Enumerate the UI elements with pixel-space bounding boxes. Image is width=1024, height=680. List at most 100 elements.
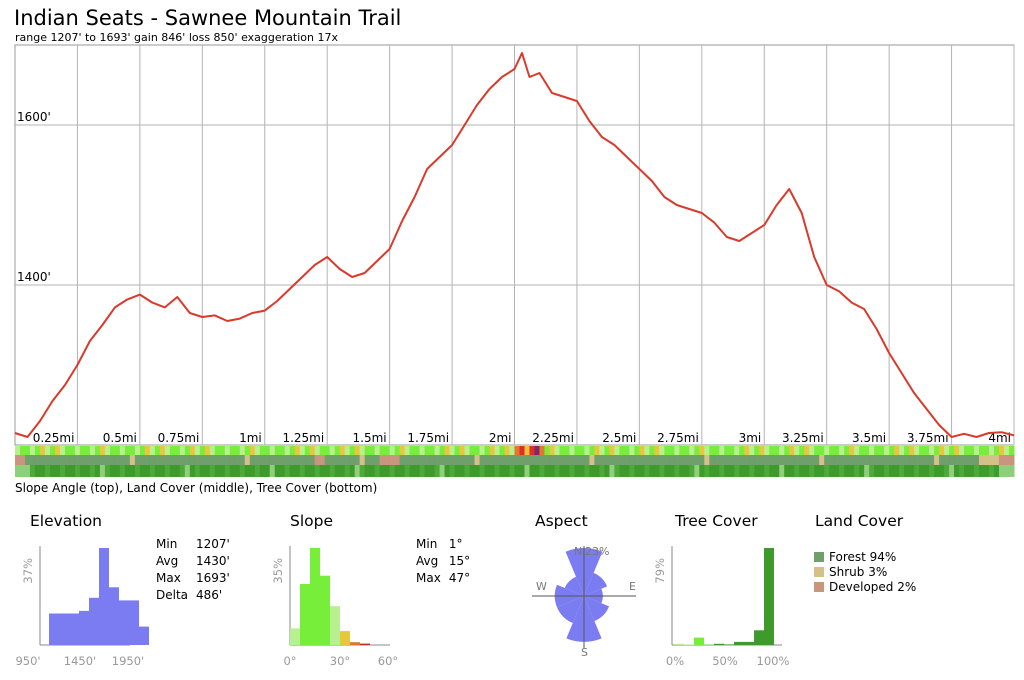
stat-row-delta: Delta 486' <box>156 588 230 603</box>
tree-cover-segment <box>654 465 660 477</box>
land-cover-segment <box>309 455 316 465</box>
land-cover-segment <box>379 455 386 465</box>
tree-cover-segment <box>914 465 920 477</box>
land-cover-segment <box>114 455 121 465</box>
slope-segment <box>874 446 880 455</box>
x-tick-label: 3.75mi <box>907 431 949 445</box>
land-cover-segment <box>464 455 471 465</box>
land-cover-segment <box>719 455 725 465</box>
land-cover-segment <box>859 455 865 465</box>
stat-label: Min <box>416 537 438 551</box>
tree-cover-segment <box>954 465 960 477</box>
slope-segment <box>959 446 965 455</box>
tree-cover-histogram-title: Tree Cover <box>675 512 758 530</box>
slope-segment <box>199 446 206 455</box>
land-cover-segment <box>909 455 915 465</box>
stat-row-max: Max 1693' <box>156 571 230 586</box>
land-cover-segment <box>639 455 645 465</box>
slope-segment <box>369 446 376 455</box>
tree-cover-segment <box>534 465 540 477</box>
stat-row-min: Min 1° <box>416 537 470 552</box>
slope-segment <box>79 446 86 455</box>
slope-segment <box>659 446 665 455</box>
tree-cover-segment <box>614 465 620 477</box>
land-cover-segment <box>454 455 461 465</box>
tree-cover-segment <box>839 465 845 477</box>
slope-segment <box>49 446 56 455</box>
histogram-bar <box>350 642 360 645</box>
tree-cover-segment <box>834 465 840 477</box>
slope-segment <box>939 446 945 455</box>
slope-segment <box>629 446 635 455</box>
tree-cover-segment <box>29 465 36 477</box>
land-cover-segment <box>484 455 491 465</box>
land-cover-segment <box>974 455 980 465</box>
x-tick-label: 4mi <box>988 431 1011 445</box>
land-cover-segment <box>329 455 336 465</box>
slope-segment <box>949 446 955 455</box>
land-cover-segment <box>949 455 955 465</box>
slope-segment <box>879 446 885 455</box>
tree-cover-segment <box>224 465 231 477</box>
tree-cover-segment <box>489 465 496 477</box>
x-tick-label: 60° <box>378 654 398 668</box>
elevation-histogram-title: Elevation <box>30 512 102 530</box>
land-cover-segment <box>599 455 605 465</box>
tree-cover-segment <box>404 465 411 477</box>
land-cover-segment <box>769 455 775 465</box>
x-tick-label: 30° <box>330 654 350 668</box>
tree-cover-segment <box>64 465 71 477</box>
slope-segment <box>339 446 346 455</box>
tree-cover-segment <box>984 465 990 477</box>
stat-value: 486' <box>196 588 223 602</box>
slope-segment <box>934 446 940 455</box>
land-cover-segment <box>554 455 560 465</box>
tree-cover-segment <box>24 465 31 477</box>
tree-cover-segment <box>324 465 331 477</box>
tree-cover-segment <box>274 465 281 477</box>
land-cover-band <box>15 455 1015 465</box>
tree-cover-segment <box>459 465 466 477</box>
tree-cover-segment <box>174 465 181 477</box>
stat-row-avg: Avg 1430' <box>156 554 230 569</box>
tree-cover-segment <box>469 465 476 477</box>
tree-cover-segment <box>384 465 391 477</box>
slope-segment <box>614 446 620 455</box>
tree-cover-segment <box>329 465 336 477</box>
x-tick-label: 2.25mi <box>532 431 574 445</box>
tree-cover-segment <box>299 465 306 477</box>
slope-segment <box>739 446 745 455</box>
slope-histogram-title: Slope <box>290 512 334 530</box>
tree-cover-band <box>15 465 1015 477</box>
land-cover-segment <box>449 455 456 465</box>
slope-segment <box>859 446 865 455</box>
slope-segment <box>399 446 406 455</box>
slope-segment <box>329 446 336 455</box>
stat-label: Min <box>156 537 178 551</box>
land-cover-segment <box>359 455 366 465</box>
land-cover-segment <box>29 455 36 465</box>
slope-segment <box>224 446 231 455</box>
tree-cover-segment <box>15 465 21 477</box>
tree-cover-segment <box>494 465 501 477</box>
land-cover-segment <box>164 455 171 465</box>
slope-segment <box>374 446 381 455</box>
land-cover-segment <box>919 455 925 465</box>
y-gridlines <box>15 124 1014 286</box>
slope-segment <box>764 446 770 455</box>
tree-cover-segment <box>479 465 486 477</box>
tree-cover-segment <box>154 465 161 477</box>
stat-label: Max <box>156 571 181 585</box>
slope-segment <box>809 446 815 455</box>
land-cover-segment <box>739 455 745 465</box>
slope-segment <box>499 446 506 455</box>
land-cover-segment <box>234 455 241 465</box>
tree-cover-segment <box>769 465 775 477</box>
land-cover-segment <box>994 455 1000 465</box>
land-cover-segment <box>524 455 530 465</box>
slope-segment <box>309 446 316 455</box>
aspect-label-s: S <box>581 646 588 659</box>
land-cover-segment <box>49 455 56 465</box>
land-cover-segment <box>754 455 760 465</box>
tree-cover-segment <box>334 465 341 477</box>
